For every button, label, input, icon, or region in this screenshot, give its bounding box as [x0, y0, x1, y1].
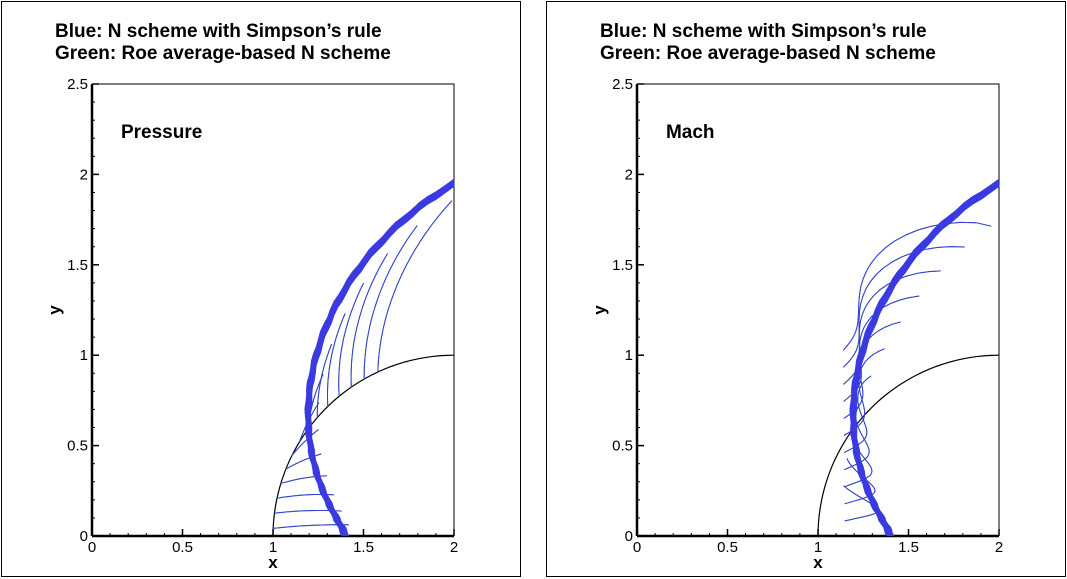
legend-line-green: Green: Roe average-based N scheme	[55, 43, 391, 64]
x-tick-label: 1.5	[898, 539, 919, 556]
contour-line	[842, 221, 992, 351]
contour-line	[291, 429, 319, 456]
cylinder-body	[272, 354, 455, 537]
contour-line	[285, 453, 322, 470]
contour-line-green	[327, 313, 346, 407]
mach-contour-plot: 0 0.5 1 1.5 2 0 0.5 1 1.5 2 2.5 x y Mach	[590, 76, 1003, 572]
shock-contour-line	[851, 182, 1000, 537]
field-annotation: Mach	[666, 122, 715, 143]
contour-line	[363, 225, 418, 379]
x-tick-label: 1.5	[353, 539, 374, 556]
shock-contour-line	[852, 183, 1000, 537]
x-tick-label: 0	[88, 539, 96, 556]
cylinder-body	[817, 354, 1000, 537]
y-tick-label: 0.5	[612, 438, 633, 455]
shock-contour-line	[306, 182, 455, 537]
y-tick-label: 0.5	[67, 438, 88, 455]
y-tick-label: 2.5	[612, 76, 633, 93]
legend-line-blue: Blue: N scheme with Simpson’s rule	[55, 21, 382, 42]
y-tick-label: 2	[80, 166, 88, 183]
contour-line	[338, 282, 365, 397]
shock-contour-line	[305, 180, 455, 537]
x-tick-label: 2	[995, 539, 1003, 556]
x-tick-label: 0.5	[172, 539, 193, 556]
y-tick-label: 1.5	[612, 257, 633, 274]
x-tick-label: 0	[633, 539, 641, 556]
legend-line-green: Green: Roe average-based N scheme	[600, 43, 936, 64]
y-axis-label: y	[590, 305, 609, 315]
x-axis-label: x	[268, 553, 278, 572]
contour-line	[844, 458, 876, 505]
y-tick-label: 2	[625, 166, 633, 183]
y-tick-label: 1	[625, 347, 633, 364]
contour-line	[350, 253, 389, 388]
y-tick-label: 0	[80, 528, 88, 545]
shock-contour-line	[304, 178, 455, 537]
legend-line-blue: Blue: N scheme with Simpson’s rule	[600, 21, 927, 42]
mach-panel: Blue: N scheme with Simpson’s rule Green…	[546, 1, 1066, 577]
x-axis-label: x	[813, 553, 823, 572]
contour-line	[377, 200, 453, 373]
y-tick-label: 2.5	[67, 76, 88, 93]
shock-contour-line	[307, 183, 455, 537]
plot-frame	[637, 83, 1000, 536]
pressure-contour-plot: 0 0.5 1 1.5 2 0 0.5 1 1.5 2 2.5 x y Pressure	[45, 76, 458, 572]
shock-contour-line	[850, 180, 1000, 537]
y-axis-label: y	[45, 305, 64, 315]
y-tick-label: 0	[625, 528, 633, 545]
x-tick-label: 1	[269, 539, 277, 556]
contour-line	[316, 343, 333, 418]
field-annotation: Pressure	[121, 122, 202, 143]
y-tick-label: 1.5	[67, 257, 88, 274]
x-tick-label: 0.5	[717, 539, 738, 556]
shock-contour-line	[849, 178, 1000, 537]
contour-line	[273, 524, 349, 529]
pressure-panel: Blue: N scheme with Simpson’s rule Green…	[1, 1, 521, 577]
axis-line	[635, 84, 999, 538]
contour-line-green	[377, 200, 453, 373]
contour-line	[327, 313, 346, 407]
x-tick-label: 1	[814, 539, 822, 556]
axis-line	[90, 84, 454, 538]
x-tick-label: 2	[450, 539, 458, 556]
plot-frame	[92, 83, 455, 536]
contour-line	[843, 348, 885, 437]
y-tick-label: 1	[80, 347, 88, 364]
